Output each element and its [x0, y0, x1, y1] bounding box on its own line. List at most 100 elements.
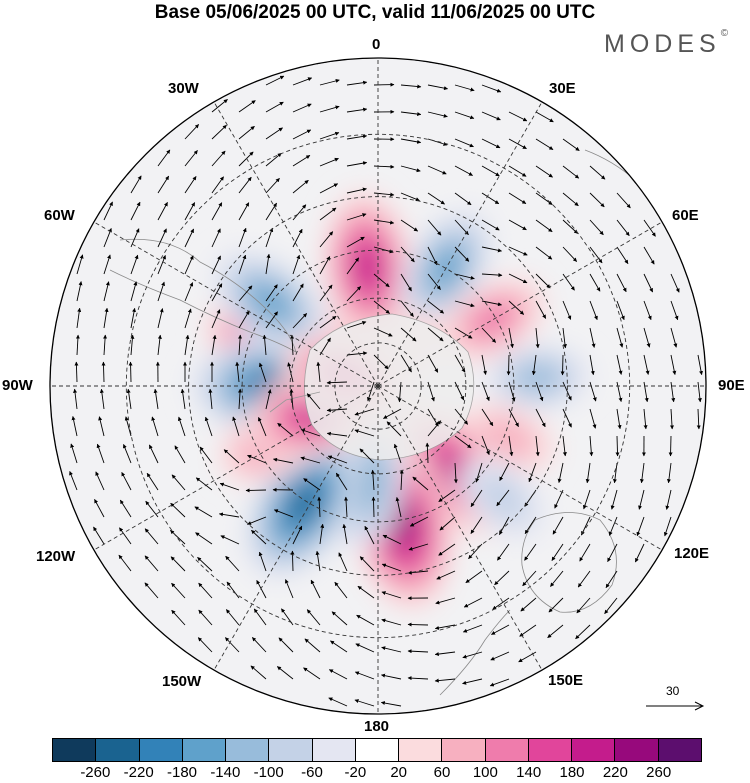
wind-vector-arrow	[224, 637, 240, 653]
wind-vector-arrow	[434, 651, 456, 657]
wind-vector-arrow	[589, 300, 598, 321]
wind-vector-arrow	[481, 138, 501, 149]
wind-vector-arrow	[359, 556, 375, 572]
wind-vector-arrow	[531, 354, 537, 376]
wind-vector-arrow	[103, 201, 113, 221]
wind-vector-arrow	[454, 354, 466, 373]
wind-vector-arrow	[319, 105, 340, 113]
wind-vector-arrow	[70, 443, 78, 464]
wind-vector-arrow	[589, 219, 604, 236]
wind-vector-arrow	[481, 327, 497, 343]
wind-vector-arrow	[204, 416, 213, 437]
wind-vector-arrow	[643, 327, 651, 348]
wind-vector-arrow	[665, 489, 672, 510]
wind-vector-arrow	[292, 77, 313, 86]
wind-vector-arrow	[338, 552, 348, 572]
wind-vector-arrow	[562, 408, 572, 428]
wind-vector-arrow	[319, 337, 331, 356]
wind-vector-arrow	[364, 525, 375, 545]
wind-vector-arrow	[328, 697, 348, 707]
anomaly-contour	[476, 473, 528, 522]
wind-vector-arrow	[265, 75, 285, 86]
wind-vector-arrow	[562, 192, 579, 207]
wind-vector-arrow	[276, 666, 294, 680]
wind-vector-arrow	[425, 442, 430, 464]
wind-vector-arrow	[354, 408, 375, 416]
wind-vector-arrow	[616, 300, 625, 321]
wind-vector-arrow	[277, 422, 294, 437]
wind-vector-arrow	[74, 361, 79, 383]
wind-vector-arrow	[481, 84, 502, 93]
wind-vector-arrow	[454, 435, 472, 449]
wind-vector-arrow	[319, 231, 334, 248]
wind-vector-arrow	[211, 309, 221, 329]
wind-vector-arrow	[454, 111, 475, 120]
wind-vector-arrow	[409, 516, 429, 527]
wind-vector-arrow	[412, 476, 429, 491]
wind-vector-arrow	[128, 361, 133, 383]
wind-vector-arrow	[290, 550, 295, 572]
wind-vector-arrow	[524, 516, 537, 535]
wind-vector-arrow	[481, 165, 500, 177]
wind-vector-arrow	[354, 699, 375, 707]
wind-vector-arrow	[481, 408, 494, 427]
wind-vector-arrow	[535, 219, 553, 233]
wind-vector-arrow	[400, 192, 420, 202]
wind-vector-arrow	[499, 462, 510, 482]
wind-vector-arrow	[262, 334, 267, 356]
wind-vector-arrow	[292, 155, 311, 167]
wind-vector-arrow	[427, 219, 442, 236]
wind-vector-arrow	[130, 175, 142, 194]
wind-vector-arrow	[454, 192, 472, 206]
wind-vector-arrow	[292, 525, 303, 545]
wind-vector-arrow	[481, 246, 502, 253]
wind-vector-arrow	[589, 381, 597, 402]
lon-label-150e: 150E	[548, 672, 584, 689]
meridian-line	[377, 385, 543, 671]
wind-vector-arrow	[585, 462, 591, 484]
wind-vector-arrow	[562, 138, 580, 151]
wind-vector-arrow	[535, 138, 554, 150]
wind-vector-arrow	[238, 100, 256, 113]
wind-vector-arrow	[153, 388, 159, 410]
wind-vector-arrow	[103, 307, 109, 329]
wind-vector-arrow	[247, 454, 267, 464]
meridian-line	[93, 221, 379, 387]
wind-vector-arrow	[508, 408, 519, 427]
wind-vector-arrow	[76, 254, 84, 275]
wind-vector-arrow	[211, 334, 217, 356]
wind-vector-arrow	[616, 219, 630, 237]
wind-vector-arrow	[381, 673, 402, 680]
wind-vector-arrow	[562, 381, 572, 401]
wind-vector-arrow	[124, 416, 132, 437]
wind-vector-arrow	[562, 300, 572, 320]
wind-vector-arrow	[238, 125, 255, 140]
wind-vector-arrow	[434, 678, 456, 683]
colorbar-segment	[139, 739, 183, 761]
wind-vector-arrow	[607, 543, 618, 563]
wind-vector-arrow	[95, 471, 105, 491]
wind-vector-arrow	[343, 496, 349, 518]
wind-vector-arrow	[287, 362, 294, 383]
wind-vector-arrow	[258, 362, 267, 383]
wind-vector-arrow	[551, 543, 564, 561]
colorbar-tick-label: 140	[516, 764, 542, 781]
wind-vector-arrow	[497, 543, 510, 561]
wind-vector-arrow	[605, 570, 618, 589]
wind-vector-arrow	[535, 273, 551, 289]
wind-vector-arrow	[560, 354, 565, 376]
wind-vector-arrow	[400, 165, 421, 173]
map-boundary	[49, 57, 707, 715]
wind-vector-arrow	[373, 164, 395, 169]
wind-vector-arrow	[146, 472, 159, 491]
wind-vector-arrow	[184, 282, 194, 302]
reference-vector-arrow	[646, 701, 705, 711]
wind-vector-arrow	[126, 388, 132, 410]
lon-label-150w: 150W	[162, 673, 202, 690]
wind-vector-arrow	[346, 107, 368, 113]
wind-vector-arrow	[184, 228, 195, 248]
wind-vector-arrow	[103, 281, 110, 302]
wind-vector-arrow	[386, 421, 402, 437]
wind-vector-arrow	[400, 84, 422, 89]
wind-vector-arrow	[198, 582, 213, 599]
